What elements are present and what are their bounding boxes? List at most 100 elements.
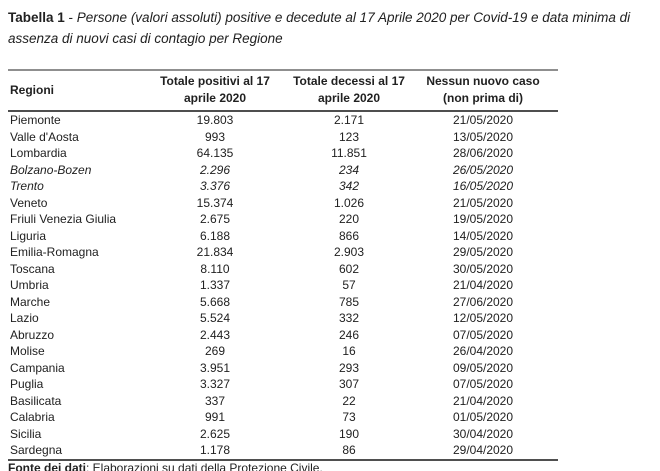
no-new-case-cell: 13/05/2020 xyxy=(452,129,514,144)
table-row: Molise 269 16 26/04/2020 xyxy=(8,343,558,360)
no-new-case-cell: 16/05/2020 xyxy=(452,179,514,193)
table-row: Abruzzo 2.443 246 07/05/2020 xyxy=(8,327,558,344)
positives-cell: 15.374 xyxy=(196,195,234,210)
table-row: Basilicata 337 22 21/04/2020 xyxy=(8,393,558,410)
positives-cell: 2.675 xyxy=(199,212,231,226)
column-header-totale-positivi: Totale positivi al 17 aprile 2020 xyxy=(140,70,290,112)
positives-cell: 993 xyxy=(204,129,226,144)
deaths-cell: 22 xyxy=(342,393,356,408)
table-row: Lombardia 64.135 11.851 28/06/2020 xyxy=(8,145,558,162)
table-row: Valle d'Aosta 993 123 13/05/2020 xyxy=(8,129,558,146)
deaths-cell: 123 xyxy=(338,129,360,144)
table-row: Friuli Venezia Giulia 2.675 220 19/05/2020 xyxy=(8,211,558,228)
no-new-case-cell: 27/06/2020 xyxy=(452,294,514,309)
no-new-case-cell: 21/04/2020 xyxy=(452,393,514,408)
region-cell: Sicilia xyxy=(10,426,42,441)
deaths-cell: 342 xyxy=(338,179,360,193)
table-row: Trento 3.376 342 16/05/2020 xyxy=(8,178,558,195)
no-new-case-cell: 01/05/2020 xyxy=(452,410,514,424)
positives-cell: 6.188 xyxy=(199,228,231,243)
deaths-cell: 246 xyxy=(338,327,360,342)
source-note-label: Fonte dei dati xyxy=(8,460,86,471)
region-cell: Marche xyxy=(10,294,51,309)
no-new-case-cell: 26/04/2020 xyxy=(452,344,514,358)
no-new-case-cell: 30/04/2020 xyxy=(452,426,514,441)
table-row: Sicilia 2.625 190 30/04/2020 xyxy=(8,426,558,443)
region-cell: Basilicata xyxy=(10,393,62,408)
positives-cell: 1.337 xyxy=(199,278,231,292)
region-cell: Piemonte xyxy=(10,113,61,127)
table-caption: Tabella 1 - Persone (valori assoluti) po… xyxy=(8,7,652,49)
positives-cell: 2.296 xyxy=(199,162,231,177)
no-new-case-cell: 07/05/2020 xyxy=(452,327,514,342)
no-new-case-cell: 14/05/2020 xyxy=(452,228,514,243)
table-caption-separator: - xyxy=(64,10,77,25)
column-header-regioni: Regioni xyxy=(8,70,140,112)
column-header-regioni-label: Regioni xyxy=(10,82,54,97)
region-cell: Sardegna xyxy=(10,443,63,457)
deaths-cell: 16 xyxy=(342,344,356,358)
no-new-case-cell: 28/06/2020 xyxy=(452,146,514,160)
deaths-cell: 1.026 xyxy=(333,195,365,210)
region-cell: Puglia xyxy=(10,377,44,391)
deaths-cell: 11.851 xyxy=(331,146,367,160)
table-row: Piemonte 19.803 2.171 21/05/2020 xyxy=(8,111,558,129)
positives-cell: 64.135 xyxy=(196,146,234,160)
positives-cell: 19.803 xyxy=(196,113,234,127)
region-cell: Liguria xyxy=(10,228,47,243)
region-cell: Lombardia xyxy=(10,146,67,160)
region-cell: Friuli Venezia Giulia xyxy=(10,212,117,226)
region-cell: Abruzzo xyxy=(10,327,55,342)
positives-cell: 3.376 xyxy=(199,179,231,193)
no-new-case-cell: 09/05/2020 xyxy=(452,360,514,375)
region-cell: Toscana xyxy=(10,261,55,276)
region-cell: Veneto xyxy=(10,195,48,210)
deaths-cell: 234 xyxy=(338,162,360,177)
no-new-case-cell: 29/05/2020 xyxy=(452,245,514,259)
table-row: Toscana 8.110 602 30/05/2020 xyxy=(8,261,558,278)
positives-cell: 2.443 xyxy=(199,327,231,342)
region-cell: Molise xyxy=(10,344,45,358)
deaths-cell: 866 xyxy=(338,228,360,243)
column-header-totale-decessi-line2: aprile 2020 xyxy=(317,91,381,105)
table-row: Liguria 6.188 866 14/05/2020 xyxy=(8,228,558,245)
deaths-cell: 220 xyxy=(338,212,360,226)
table-row: Lazio 5.524 332 12/05/2020 xyxy=(8,310,558,327)
source-note: Fonte dei dati: Elaborazioni su dati del… xyxy=(8,462,652,471)
positives-cell: 269 xyxy=(204,344,226,358)
region-cell: Campania xyxy=(10,360,65,375)
table-row: Bolzano-Bozen 2.296 234 26/05/2020 xyxy=(8,162,558,179)
table-row: Emilia-Romagna 21.834 2.903 29/05/2020 xyxy=(8,244,558,261)
table-row: Campania 3.951 293 09/05/2020 xyxy=(8,360,558,377)
region-cell: Umbria xyxy=(10,278,49,292)
no-new-case-cell: 30/05/2020 xyxy=(452,261,514,276)
table-row: Puglia 3.327 307 07/05/2020 xyxy=(8,376,558,393)
positives-cell: 337 xyxy=(204,393,226,408)
positives-cell: 3.327 xyxy=(199,377,231,391)
region-cell: Lazio xyxy=(10,311,39,325)
positives-cell: 5.668 xyxy=(199,294,231,309)
deaths-cell: 73 xyxy=(342,410,356,424)
deaths-cell: 293 xyxy=(338,360,360,375)
column-header-totale-decessi-line1: Totale decessi al 17 xyxy=(293,74,405,88)
deaths-cell: 785 xyxy=(338,294,360,309)
table-row: Veneto 15.374 1.026 21/05/2020 xyxy=(8,195,558,212)
no-new-case-cell: 07/05/2020 xyxy=(452,377,514,391)
deaths-cell: 86 xyxy=(342,443,356,457)
no-new-case-cell: 21/04/2020 xyxy=(452,278,514,292)
deaths-cell: 2.903 xyxy=(333,245,365,259)
region-cell: Emilia-Romagna xyxy=(10,245,99,259)
table-header-row: Regioni Totale positivi al 17 aprile 202… xyxy=(8,70,558,112)
no-new-case-cell: 19/05/2020 xyxy=(452,212,514,226)
region-cell: Bolzano-Bozen xyxy=(10,162,92,177)
no-new-case-cell: 12/05/2020 xyxy=(452,311,514,325)
column-header-totale-decessi: Totale decessi al 17 aprile 2020 xyxy=(290,70,408,112)
no-new-case-cell: 29/04/2020 xyxy=(452,443,514,457)
no-new-case-cell: 21/05/2020 xyxy=(452,195,514,210)
table-row: Calabria 991 73 01/05/2020 xyxy=(8,409,558,426)
positives-cell: 3.951 xyxy=(199,360,231,375)
column-header-nessun-nuovo-caso-line1: Nessun nuovo caso xyxy=(426,74,540,88)
column-header-totale-positivi-line1: Totale positivi al 17 xyxy=(160,74,270,88)
table-body: Piemonte 19.803 2.171 21/05/2020 Valle d'Aos… xyxy=(8,111,558,460)
table-caption-text: Persone (valori assoluti) positive e dec… xyxy=(8,10,631,46)
